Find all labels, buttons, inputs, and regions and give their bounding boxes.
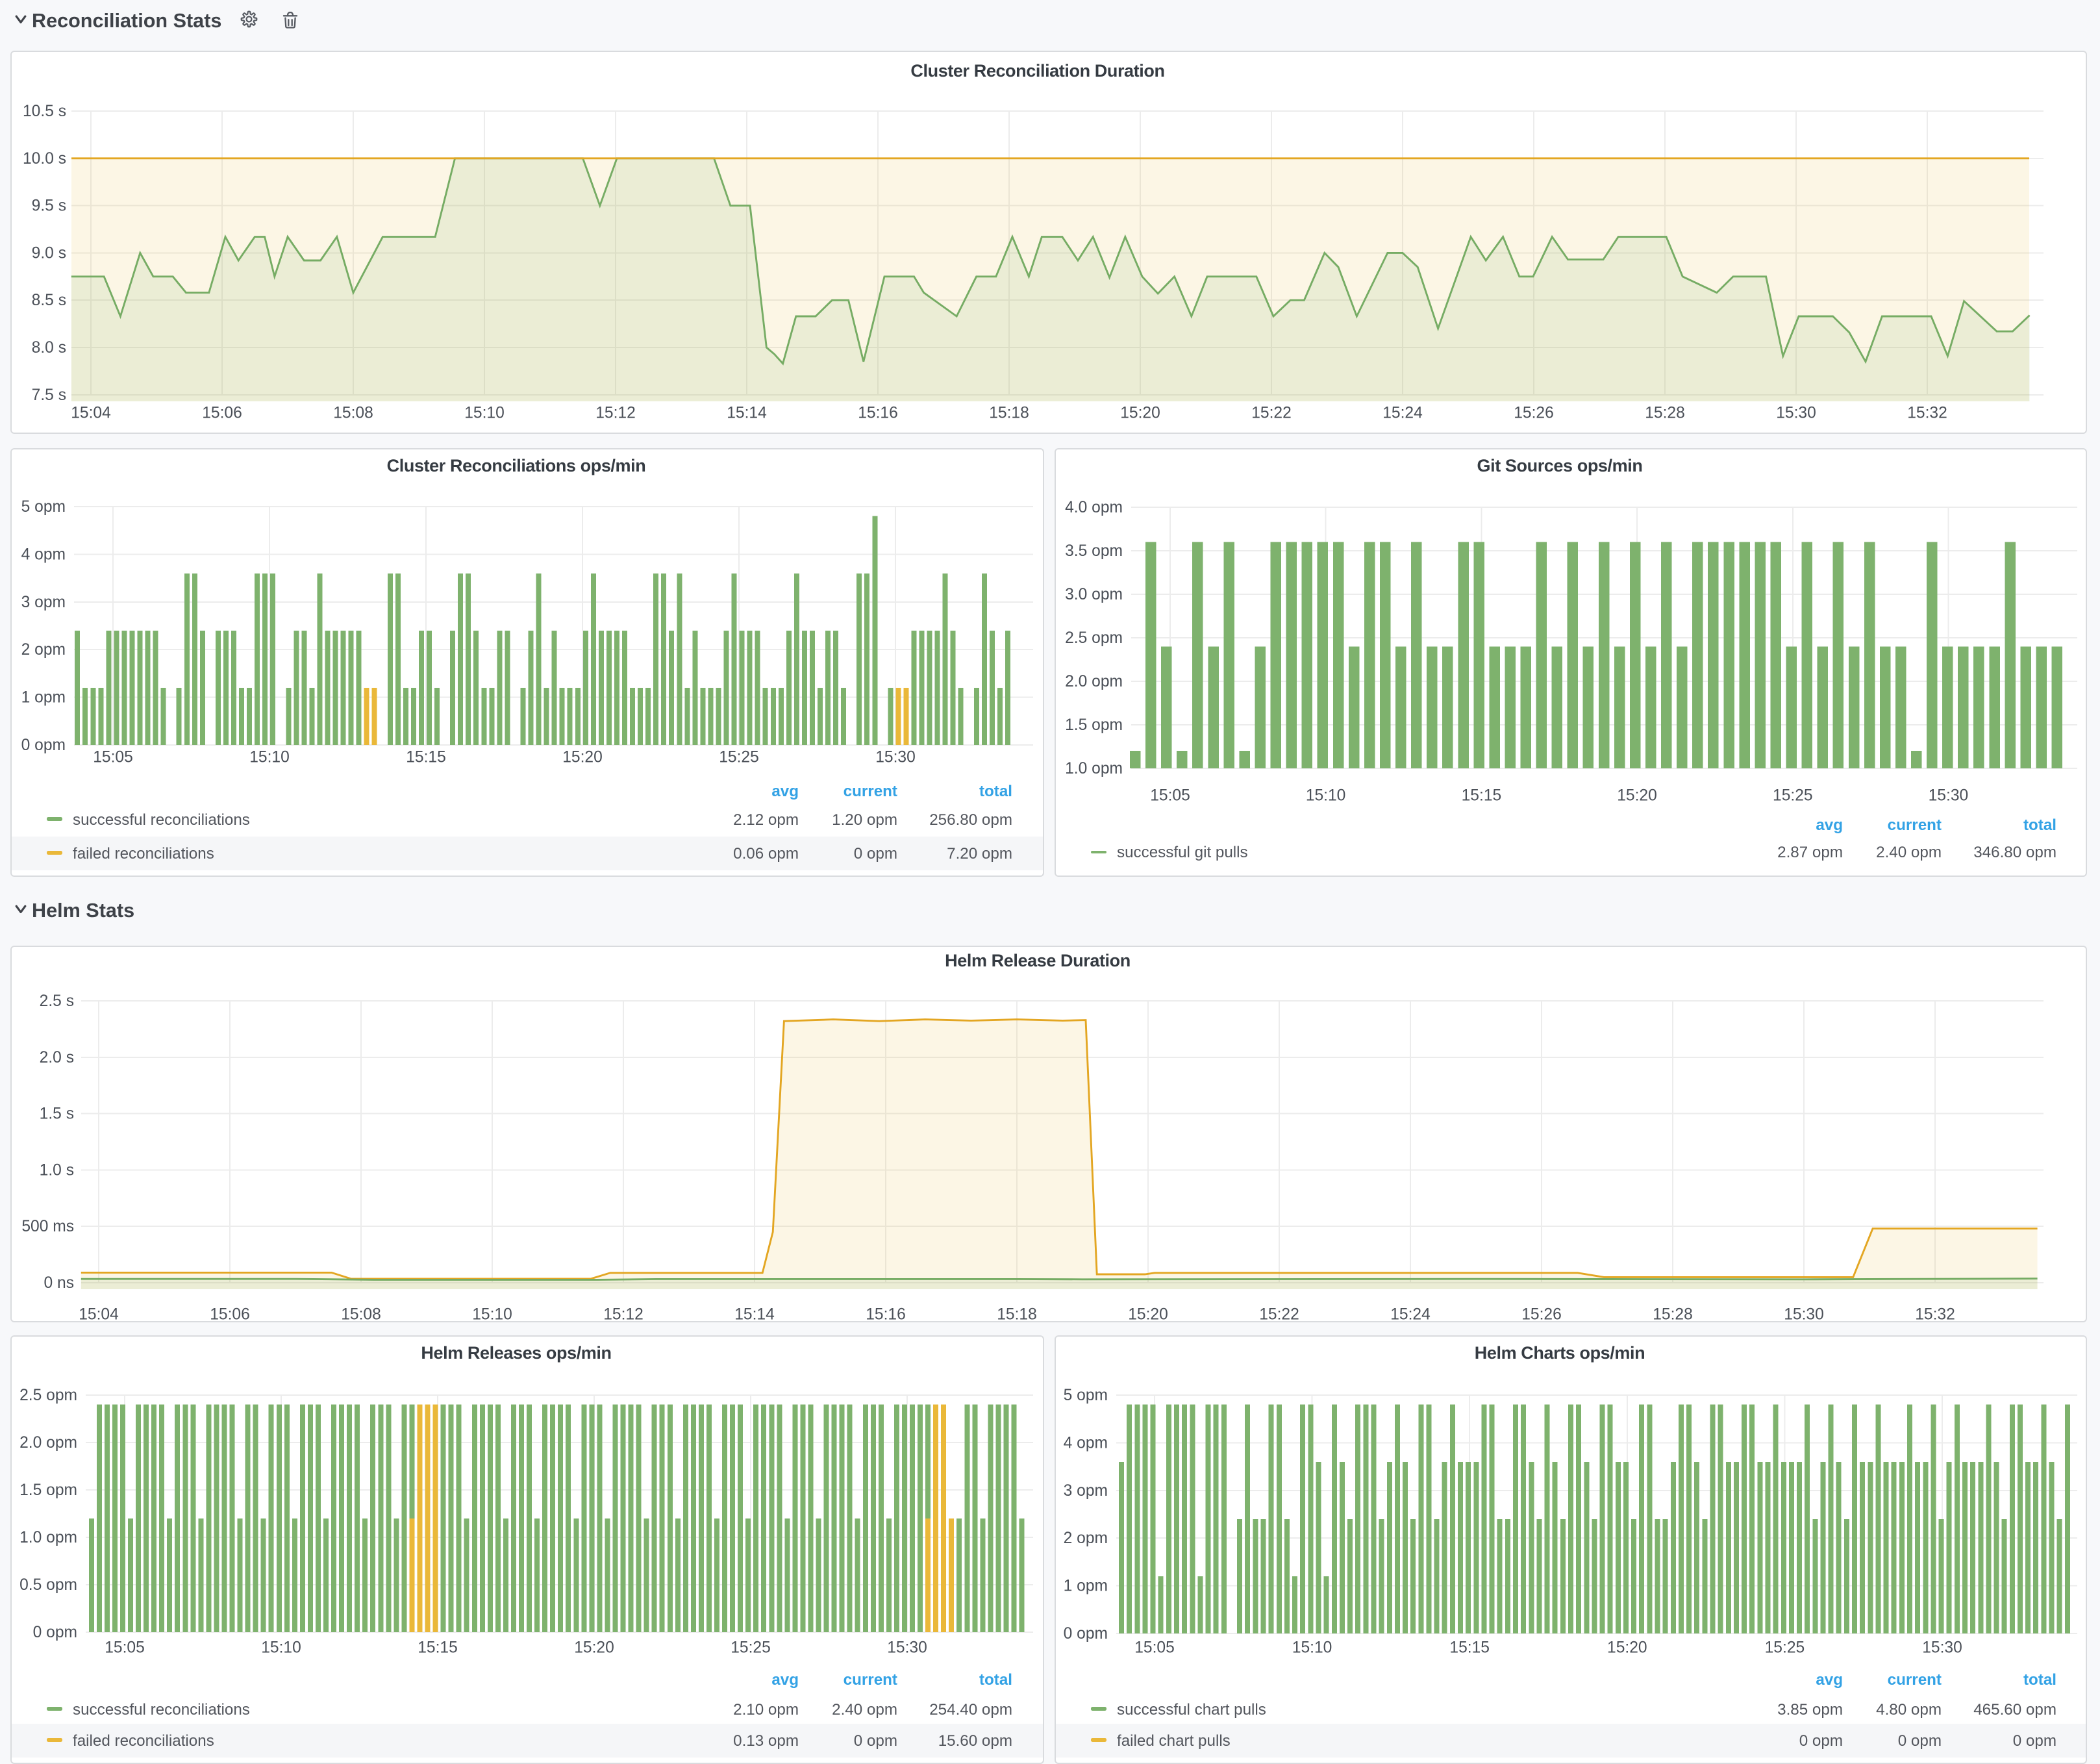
svg-text:15:04: 15:04 — [79, 1306, 119, 1324]
svg-text:3.0 opm: 3.0 opm — [1065, 586, 1123, 603]
svg-text:0 opm: 0 opm — [1064, 1625, 1108, 1643]
svg-text:3 opm: 3 opm — [1064, 1482, 1108, 1500]
svg-text:1.0 opm: 1.0 opm — [1065, 760, 1123, 777]
svg-text:10.0 s: 10.0 s — [23, 150, 66, 168]
svg-text:8.5 s: 8.5 s — [32, 292, 66, 309]
svg-text:15:05: 15:05 — [1150, 787, 1190, 805]
svg-text:1.0 opm: 1.0 opm — [19, 1529, 77, 1546]
svg-text:15:25: 15:25 — [1773, 787, 1813, 805]
svg-text:15:22: 15:22 — [1259, 1306, 1299, 1324]
svg-text:15:14: 15:14 — [734, 1306, 775, 1324]
svg-text:15:12: 15:12 — [595, 405, 636, 422]
svg-text:15:06: 15:06 — [210, 1306, 250, 1324]
svg-text:15:10: 15:10 — [1292, 1639, 1332, 1657]
svg-text:9.0 s: 9.0 s — [32, 244, 66, 262]
svg-text:15:25: 15:25 — [719, 749, 759, 766]
svg-text:15:30: 15:30 — [1784, 1306, 1824, 1324]
svg-text:0 ns: 0 ns — [44, 1274, 75, 1292]
svg-text:8.0 s: 8.0 s — [32, 339, 66, 357]
svg-text:2.0 opm: 2.0 opm — [19, 1434, 77, 1452]
svg-text:15:04: 15:04 — [71, 405, 111, 422]
svg-text:1 opm: 1 opm — [21, 689, 66, 707]
svg-text:15:08: 15:08 — [333, 405, 373, 422]
svg-text:15:24: 15:24 — [1382, 405, 1423, 422]
svg-text:15:05: 15:05 — [93, 749, 133, 766]
svg-text:15:30: 15:30 — [1922, 1639, 1962, 1657]
svg-text:1 opm: 1 opm — [1064, 1578, 1108, 1595]
svg-text:15:20: 15:20 — [1607, 1639, 1647, 1657]
svg-text:15:06: 15:06 — [202, 405, 242, 422]
svg-text:4.0 opm: 4.0 opm — [1065, 499, 1123, 516]
svg-text:15:20: 15:20 — [1617, 787, 1657, 805]
svg-text:15:15: 15:15 — [1462, 787, 1502, 805]
svg-text:5 opm: 5 opm — [21, 498, 66, 516]
svg-text:15:32: 15:32 — [1907, 405, 1947, 422]
svg-text:9.5 s: 9.5 s — [32, 197, 66, 215]
svg-text:15:05: 15:05 — [1134, 1639, 1175, 1657]
svg-text:15:20: 15:20 — [562, 749, 603, 766]
svg-text:5 opm: 5 opm — [1064, 1387, 1108, 1404]
svg-text:2.0 s: 2.0 s — [40, 1049, 74, 1066]
svg-text:1.5 opm: 1.5 opm — [19, 1481, 77, 1499]
svg-text:15:20: 15:20 — [1120, 405, 1160, 422]
svg-text:3.5 opm: 3.5 opm — [1065, 542, 1123, 560]
svg-text:2.5 opm: 2.5 opm — [19, 1387, 77, 1404]
svg-text:15:12: 15:12 — [603, 1306, 644, 1324]
svg-text:15:15: 15:15 — [1449, 1639, 1490, 1657]
svg-text:15:32: 15:32 — [1915, 1306, 1955, 1324]
svg-text:2 opm: 2 opm — [1064, 1530, 1108, 1547]
svg-text:15:10: 15:10 — [464, 405, 505, 422]
svg-text:7.5 s: 7.5 s — [32, 386, 66, 404]
svg-text:15:25: 15:25 — [731, 1639, 771, 1657]
svg-text:0.5 opm: 0.5 opm — [19, 1576, 77, 1594]
svg-text:500 ms: 500 ms — [21, 1218, 74, 1235]
svg-text:15:18: 15:18 — [989, 405, 1029, 422]
svg-text:4 opm: 4 opm — [1064, 1434, 1108, 1452]
svg-text:15:30: 15:30 — [1929, 787, 1969, 805]
svg-text:15:10: 15:10 — [261, 1639, 301, 1657]
svg-text:2.5 opm: 2.5 opm — [1065, 629, 1123, 647]
svg-text:15:14: 15:14 — [727, 405, 767, 422]
svg-text:2 opm: 2 opm — [21, 641, 66, 659]
svg-text:15:10: 15:10 — [472, 1306, 512, 1324]
svg-text:15:24: 15:24 — [1390, 1306, 1431, 1324]
svg-text:15:08: 15:08 — [341, 1306, 381, 1324]
svg-text:0 opm: 0 opm — [21, 737, 66, 754]
svg-text:15:16: 15:16 — [866, 1306, 906, 1324]
svg-text:10.5 s: 10.5 s — [23, 103, 66, 120]
svg-text:15:05: 15:05 — [105, 1639, 145, 1657]
svg-text:15:20: 15:20 — [574, 1639, 614, 1657]
svg-text:15:10: 15:10 — [1306, 787, 1346, 805]
svg-text:15:30: 15:30 — [1776, 405, 1816, 422]
svg-text:1.0 s: 1.0 s — [40, 1161, 74, 1179]
svg-text:15:18: 15:18 — [997, 1306, 1037, 1324]
svg-text:15:28: 15:28 — [1645, 405, 1685, 422]
svg-text:15:15: 15:15 — [406, 749, 446, 766]
svg-text:15:26: 15:26 — [1514, 405, 1554, 422]
svg-text:15:26: 15:26 — [1521, 1306, 1562, 1324]
svg-text:3 opm: 3 opm — [21, 594, 66, 611]
svg-text:15:15: 15:15 — [418, 1639, 458, 1657]
svg-text:1.5 s: 1.5 s — [40, 1105, 74, 1123]
svg-text:15:20: 15:20 — [1128, 1306, 1168, 1324]
svg-text:1.5 opm: 1.5 opm — [1065, 716, 1123, 734]
svg-text:15:30: 15:30 — [875, 749, 916, 766]
svg-text:15:22: 15:22 — [1251, 405, 1292, 422]
svg-text:15:16: 15:16 — [858, 405, 898, 422]
svg-text:2.5 s: 2.5 s — [40, 992, 74, 1010]
svg-text:15:30: 15:30 — [887, 1639, 927, 1657]
svg-text:0 opm: 0 opm — [33, 1624, 77, 1641]
svg-text:2.0 opm: 2.0 opm — [1065, 673, 1123, 690]
svg-text:15:10: 15:10 — [249, 749, 290, 766]
svg-text:15:28: 15:28 — [1653, 1306, 1693, 1324]
svg-text:4 opm: 4 opm — [21, 546, 66, 563]
svg-text:15:25: 15:25 — [1765, 1639, 1805, 1657]
